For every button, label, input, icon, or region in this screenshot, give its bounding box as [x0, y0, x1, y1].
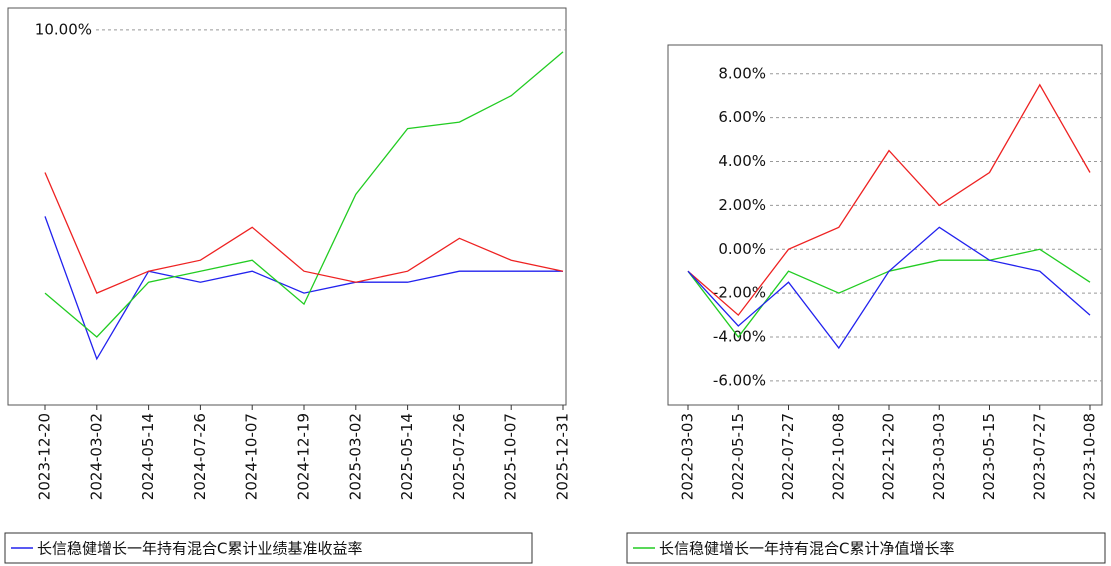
y-tick-label: -6.00%	[713, 371, 766, 389]
x-tick-label: 2025-05-14	[398, 413, 416, 500]
x-tick-label: 2022-12-20	[880, 413, 898, 500]
x-tick-label: 2025-12-31	[554, 413, 572, 500]
x-tick-label: 2025-03-02	[346, 413, 364, 500]
chart-page: 10.00% 2023-12-20 2024-03-02 2024-05-14 2024…	[0, 0, 1111, 566]
x-tick-label: 2023-10-08	[1081, 413, 1099, 500]
x-tick-label: 2023-07-27	[1030, 413, 1048, 500]
y-tick-label: 0.00%	[718, 240, 766, 258]
x-tick-label: 2024-03-02	[87, 413, 105, 500]
y-tick-label: 10.00%	[35, 20, 92, 38]
x-tick-label: 2022-05-15	[729, 413, 747, 500]
x-tick-label: 2023-03-03	[930, 413, 948, 500]
x-tick-label: 2022-07-27	[779, 413, 797, 500]
x-tick-label: 2023-12-20	[36, 413, 54, 500]
legend-label: 长信稳健增长一年持有混合C累计业绩基准收益率	[37, 540, 362, 558]
x-tick-label: 2025-10-07	[502, 413, 520, 500]
x-tick-label: 2024-10-07	[243, 413, 261, 500]
x-tick-label: 2022-03-03	[679, 413, 697, 500]
y-tick-label: 8.00%	[718, 64, 766, 82]
y-tick-label: -2.00%	[713, 284, 766, 302]
y-tick-label: 4.00%	[718, 152, 766, 170]
x-tick-label: 2023-05-15	[980, 413, 998, 500]
y-tick-label: 6.00%	[718, 108, 766, 126]
x-tick-label: 2024-07-26	[191, 413, 209, 500]
x-tick-label: 2022-10-08	[829, 413, 847, 500]
x-tick-label: 2024-12-19	[295, 413, 313, 500]
x-tick-label: 2024-05-14	[139, 413, 157, 500]
legend-label: 长信稳健增长一年持有混合C累计净值增长率	[659, 540, 954, 558]
x-tick-label: 2025-07-26	[450, 413, 468, 500]
y-tick-label: 2.00%	[718, 196, 766, 214]
